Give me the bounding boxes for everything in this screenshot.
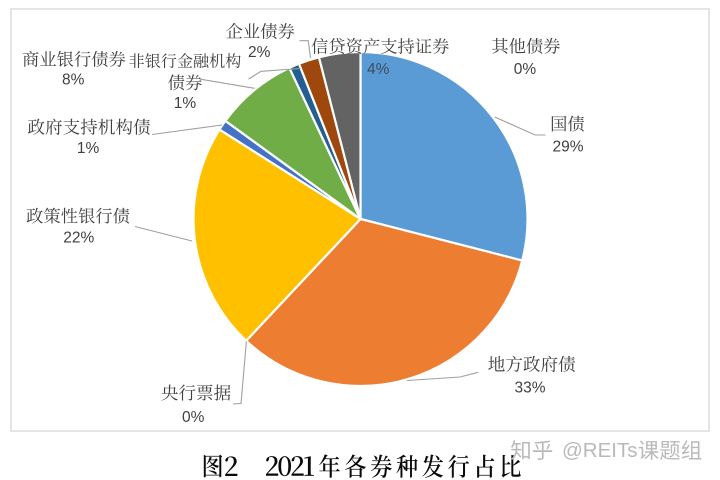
svg-text:2%: 2% — [248, 44, 271, 61]
svg-text:1%: 1% — [174, 95, 197, 112]
svg-text:8%: 8% — [62, 71, 85, 88]
svg-text:29%: 29% — [552, 138, 583, 155]
svg-text:0%: 0% — [514, 61, 537, 78]
svg-text:33%: 33% — [514, 380, 545, 397]
svg-text:0%: 0% — [182, 409, 205, 426]
svg-text:4%: 4% — [367, 61, 390, 78]
svg-text:@REITs: @REITs — [562, 439, 637, 462]
svg-text:22%: 22% — [63, 229, 94, 246]
svg-text:1%: 1% — [77, 140, 100, 157]
